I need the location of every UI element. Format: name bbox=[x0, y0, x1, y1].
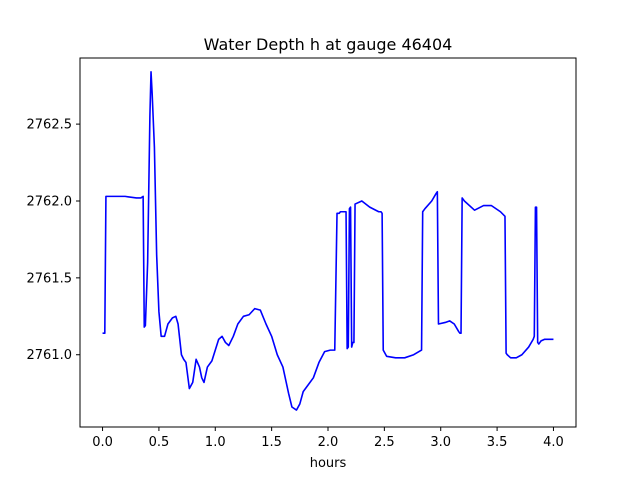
series-line-0 bbox=[102, 71, 554, 411]
axis-ticks: 0.0 0.5 1.0 1.5 2.0 2.5 3.0 3.5 4.0 2761.0 2761.5 2… bbox=[27, 118, 564, 450]
x-tick-label: 4.0 bbox=[543, 435, 564, 450]
x-axis-label: hours bbox=[310, 456, 347, 471]
x-tick-label: 3.5 bbox=[487, 435, 508, 450]
x-tick-label: 2.5 bbox=[374, 435, 395, 450]
chart-title: Water Depth h at gauge 46404 bbox=[204, 35, 453, 54]
plot-area bbox=[102, 71, 554, 411]
x-tick-label: 1.5 bbox=[261, 435, 282, 450]
x-tick-label: 0.0 bbox=[92, 435, 113, 450]
y-tick-label: 2761.0 bbox=[27, 348, 73, 363]
axes-frame bbox=[79, 57, 577, 428]
x-tick-label: 3.0 bbox=[430, 435, 451, 450]
x-tick-label: 0.5 bbox=[149, 435, 170, 450]
x-tick-label: 1.0 bbox=[205, 435, 226, 450]
x-tick-label: 2.0 bbox=[318, 435, 339, 450]
y-tick-label: 2762.0 bbox=[27, 194, 73, 209]
y-tick-label: 2762.5 bbox=[27, 118, 73, 133]
y-tick-label: 2761.5 bbox=[27, 271, 73, 286]
